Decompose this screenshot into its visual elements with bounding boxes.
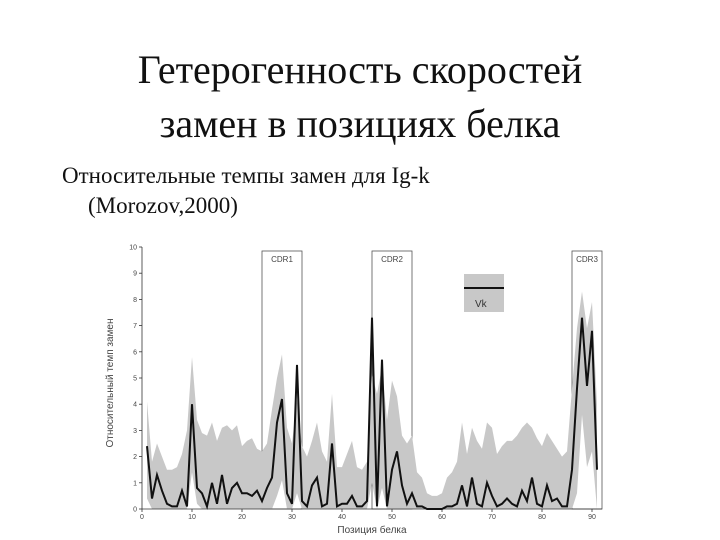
title-line-1: Гетерогенность скоростей: [137, 47, 583, 92]
x-tick-label: 70: [488, 514, 496, 521]
x-tick-label: 20: [238, 514, 246, 521]
x-tick-label: 80: [538, 514, 546, 521]
y-tick-label: 8: [133, 297, 137, 304]
region-label-cdr3: CDR3: [576, 255, 598, 264]
legend-label: Vk: [475, 299, 488, 310]
x-tick-label: 50: [388, 514, 396, 521]
y-tick-label: 4: [133, 402, 137, 409]
y-tick-label: 5: [133, 376, 137, 383]
y-axis-label: Относительный темп замен: [105, 318, 116, 447]
y-tick-label: 10: [129, 245, 137, 252]
y-tick-label: 6: [133, 349, 137, 356]
y-tick-label: 1: [133, 480, 137, 487]
x-tick-label: 10: [188, 514, 196, 521]
x-tick-label: 0: [140, 514, 144, 521]
series-line-vk: [146, 317, 598, 510]
x-axis-label: Позиция белка: [337, 524, 407, 536]
x-tick-label: 40: [338, 514, 346, 521]
x-tick-label: 60: [438, 514, 446, 521]
y-tick-label: 3: [133, 428, 137, 435]
subtitle-line-1: Относительные темпы замен для Ig-k: [62, 163, 430, 188]
legend-swatch: [464, 274, 504, 312]
y-tick-label: 2: [133, 454, 137, 461]
confidence-band: [147, 291, 597, 509]
substitution-rate-chart: CDR1 CDR2 CDR3 0 1 2 3 4 5 6 7 8 9 10 0 10 20 30 40 50 60 70…: [105, 245, 603, 536]
y-tick-label: 7: [133, 323, 137, 330]
legend: Vk: [464, 274, 504, 312]
y-tick-label: 9: [133, 271, 137, 278]
subtitle-line-2: (Morozov,2000): [88, 193, 238, 218]
region-label-cdr1: CDR1: [271, 255, 293, 264]
y-tick-label: 0: [133, 507, 137, 514]
x-tick-label: 90: [588, 514, 596, 521]
title-line-2: замен в позициях белка: [159, 101, 561, 146]
axes: 0 1 2 3 4 5 6 7 8 9 10 0 10 20 30 40 50 60 70 80 90: [129, 245, 602, 521]
region-label-cdr2: CDR2: [381, 255, 403, 264]
x-tick-label: 30: [288, 514, 296, 521]
